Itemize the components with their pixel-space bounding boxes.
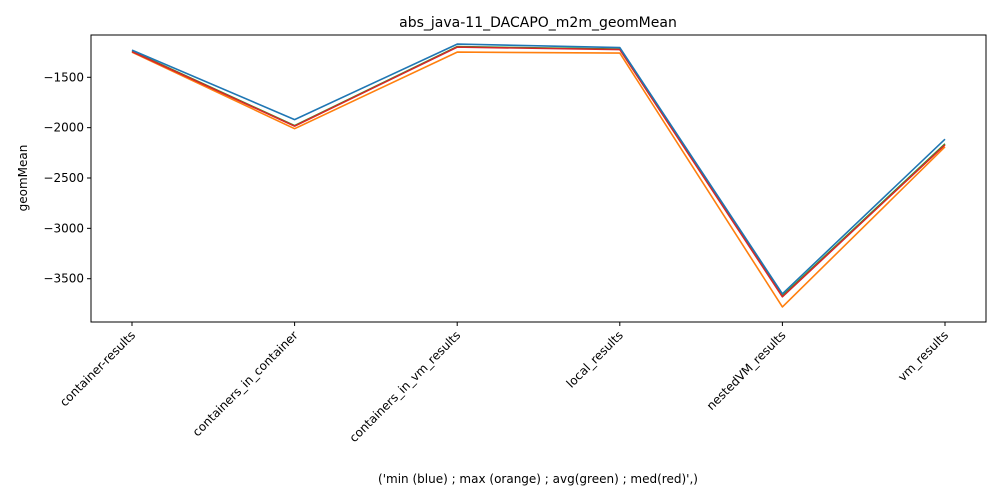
y-tick-label: −2000 [43,121,84,135]
x-tick-label: nestedVM_results [704,328,789,413]
x-axis-label: ('min (blue) ; max (orange) ; avg(green)… [378,472,698,486]
y-axis-label: geomMean [16,145,30,212]
x-axis-ticks: container-results containers_in_container… [57,322,951,445]
y-tick-label: −2500 [43,171,84,185]
y-tick-label: −1500 [43,70,84,84]
x-tick-label: vm_results [895,328,951,384]
x-tick-label: containers_in_vm_results [347,328,464,445]
series-lines [131,43,946,308]
x-tick-label: local_results [564,328,626,390]
x-tick-label: container-results [57,328,138,409]
series-line-3 [131,43,946,295]
series-line-0 [131,51,946,308]
chart-title: abs_java-11_DACAPO_m2m_geomMean [399,15,677,31]
series-line-2 [131,46,946,298]
y-tick-label: −3500 [43,272,84,286]
plot-area-frame [90,34,987,323]
y-axis-ticks: −1500 −2000 −2500 −3000 −3500 [43,70,91,286]
x-tick-label: containers_in_container [190,328,301,439]
y-tick-label: −3000 [43,221,84,235]
